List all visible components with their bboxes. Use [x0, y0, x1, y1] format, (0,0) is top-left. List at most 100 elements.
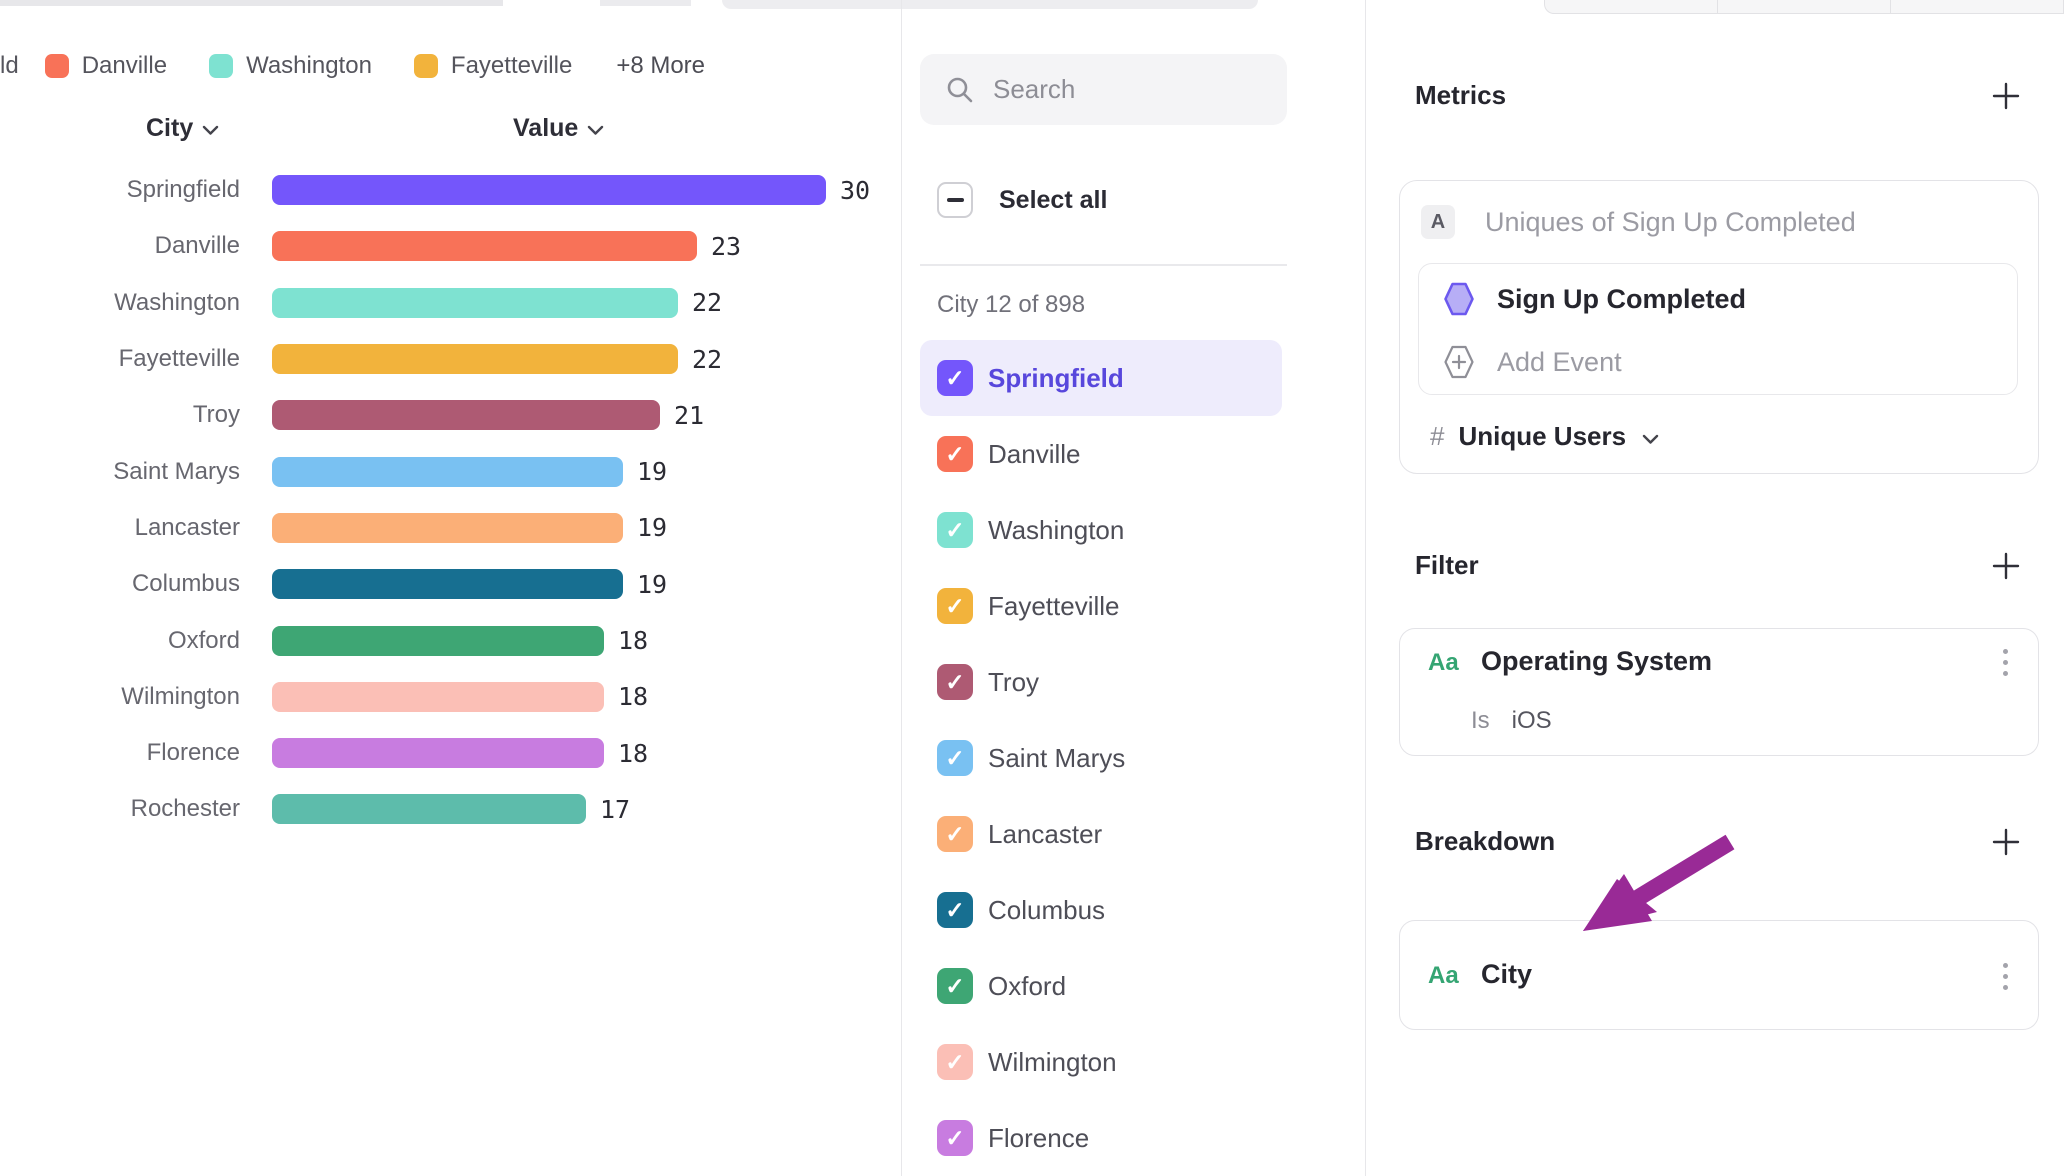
legend-item[interactable]: Washington	[209, 52, 372, 80]
chart-value-label: 19	[637, 569, 668, 599]
chart-category-label: Fayetteville	[118, 345, 240, 373]
chart-value-label: 19	[637, 457, 668, 487]
legend-truncated-label[interactable]: ld	[0, 52, 19, 79]
chart-bar[interactable]	[272, 456, 623, 487]
chart-category-label: Oxford	[167, 626, 240, 654]
legend-more-label[interactable]: +8 More	[616, 52, 706, 79]
checkbox[interactable]: ✓	[937, 436, 973, 472]
chart-bar[interactable]	[272, 512, 623, 543]
checkbox[interactable]: ✓	[937, 968, 973, 1004]
checkbox[interactable]: ✓	[937, 360, 973, 396]
chart-category-label: Troy	[192, 401, 240, 429]
list-item[interactable]: ✓ Springfield	[920, 340, 1282, 416]
chart-bar[interactable]	[272, 344, 678, 375]
list-item[interactable]: ✓ Washington	[920, 492, 1282, 568]
measure-label: Unique Users	[1458, 421, 1627, 451]
search-box[interactable]	[920, 54, 1287, 125]
list-item[interactable]: ✓ Oxford	[920, 948, 1282, 1024]
chart-bar[interactable]	[272, 287, 678, 318]
metric-series-row[interactable]: A Uniques of Sign Up Completed	[1421, 205, 1856, 239]
metrics-card: A Uniques of Sign Up Completed Sign Up C…	[1399, 180, 2039, 474]
kebab-menu-icon[interactable]	[1999, 645, 2012, 680]
event-name: Sign Up Completed	[1497, 283, 1746, 314]
chart-bar[interactable]	[272, 794, 586, 825]
column-header-value-label: Value	[513, 114, 579, 142]
breakdown-card[interactable]: Aa City	[1399, 920, 2039, 1030]
select-all-checkbox[interactable]	[937, 182, 973, 218]
chart-value-label: 21	[674, 400, 705, 430]
list-item[interactable]: ✓ Columbus	[920, 872, 1282, 948]
list-item[interactable]: ✓ Fayetteville	[920, 568, 1282, 644]
chart-row: Rochester 17	[0, 781, 901, 837]
event-row[interactable]: Sign Up Completed	[1443, 281, 1746, 317]
list-item-label: Florence	[988, 1122, 1090, 1153]
list-item[interactable]: ✓ Wilmington	[920, 1024, 1282, 1100]
add-event-hexagon-icon	[1444, 345, 1474, 379]
kebab-menu-icon[interactable]	[1999, 959, 2012, 994]
chevron-down-icon	[588, 125, 604, 135]
city-selector-panel: Select all City 12 of 898 ✓ Springfield ✓ D…	[901, 0, 1366, 1176]
checkbox[interactable]: ✓	[937, 1120, 973, 1156]
breakdown-section-title: Breakdown	[1415, 826, 1556, 856]
top-toolbar-fragment	[722, 0, 1258, 9]
add-metric-button[interactable]	[1990, 80, 2022, 112]
chart-bar[interactable]	[272, 738, 604, 769]
column-header-city[interactable]: City	[146, 114, 219, 143]
add-event-label: Add Event	[1497, 346, 1622, 377]
property-type-badge: Aa	[1428, 962, 1459, 989]
chart-category-label: Florence	[146, 739, 240, 767]
checkbox[interactable]: ✓	[937, 588, 973, 624]
select-all-label: Select all	[999, 185, 1108, 214]
add-event-row[interactable]: Add Event	[1443, 344, 1622, 380]
checkbox[interactable]: ✓	[937, 816, 973, 852]
segment[interactable]	[1545, 0, 1718, 13]
metrics-section-title: Metrics	[1415, 80, 1507, 110]
search-input[interactable]	[991, 73, 1275, 106]
chart-bar[interactable]	[272, 681, 604, 712]
filter-card[interactable]: Aa Operating System Is iOS	[1399, 628, 2039, 756]
legend-swatch	[413, 54, 438, 78]
checkbox[interactable]: ✓	[937, 1044, 973, 1080]
chart-category-label: Wilmington	[121, 682, 240, 710]
filter-section-title: Filter	[1415, 550, 1479, 580]
legend-items: Danville Washington Fayetteville	[44, 52, 615, 80]
chart-bar[interactable]	[272, 175, 826, 206]
chart-row: Danville 23	[0, 218, 901, 274]
add-breakdown-button[interactable]	[1990, 826, 2022, 858]
checkbox[interactable]: ✓	[937, 740, 973, 776]
bar-chart: Springfield 30 Danville 23 Washington 22 Fayet…	[0, 162, 901, 838]
column-header-value[interactable]: Value	[513, 114, 604, 143]
list-item-label: Fayetteville	[988, 590, 1120, 621]
filter-clause[interactable]: Is iOS	[1471, 707, 1552, 735]
segment[interactable]	[1718, 0, 1891, 13]
chart-bar[interactable]	[272, 400, 660, 431]
chart-bar[interactable]	[272, 231, 697, 262]
select-all-row[interactable]: Select all	[937, 182, 1107, 218]
indeterminate-minus-icon	[946, 198, 964, 202]
search-icon	[947, 77, 973, 102]
chart-row: Washington 22	[0, 275, 901, 331]
list-item-label: Danville	[988, 438, 1081, 469]
list-item[interactable]: ✓ Danville	[920, 416, 1282, 492]
chart-category-label: Springfield	[126, 176, 240, 204]
list-item[interactable]: ✓ Troy	[920, 644, 1282, 720]
chart-bar[interactable]	[272, 625, 604, 656]
add-filter-button[interactable]	[1990, 550, 2022, 582]
list-item[interactable]: ✓ Florence	[920, 1100, 1282, 1176]
list-item[interactable]: ✓ Lancaster	[920, 796, 1282, 872]
event-hexagon-icon	[1444, 282, 1474, 316]
checkbox[interactable]: ✓	[937, 664, 973, 700]
legend-item[interactable]: Fayetteville	[413, 52, 572, 80]
chart-bar[interactable]	[272, 569, 623, 600]
filter-value: iOS	[1511, 707, 1552, 734]
legend-label: Washington	[246, 52, 372, 79]
list-item-label: Saint Marys	[988, 742, 1126, 773]
legend-item[interactable]: Danville	[44, 52, 167, 80]
list-item[interactable]: ✓ Saint Marys	[920, 720, 1282, 796]
checkbox[interactable]: ✓	[937, 892, 973, 928]
measure-selector[interactable]: # Unique Users	[1430, 421, 1659, 452]
divider	[920, 264, 1287, 266]
chart-value-label: 30	[840, 175, 871, 205]
checkbox[interactable]: ✓	[937, 512, 973, 548]
